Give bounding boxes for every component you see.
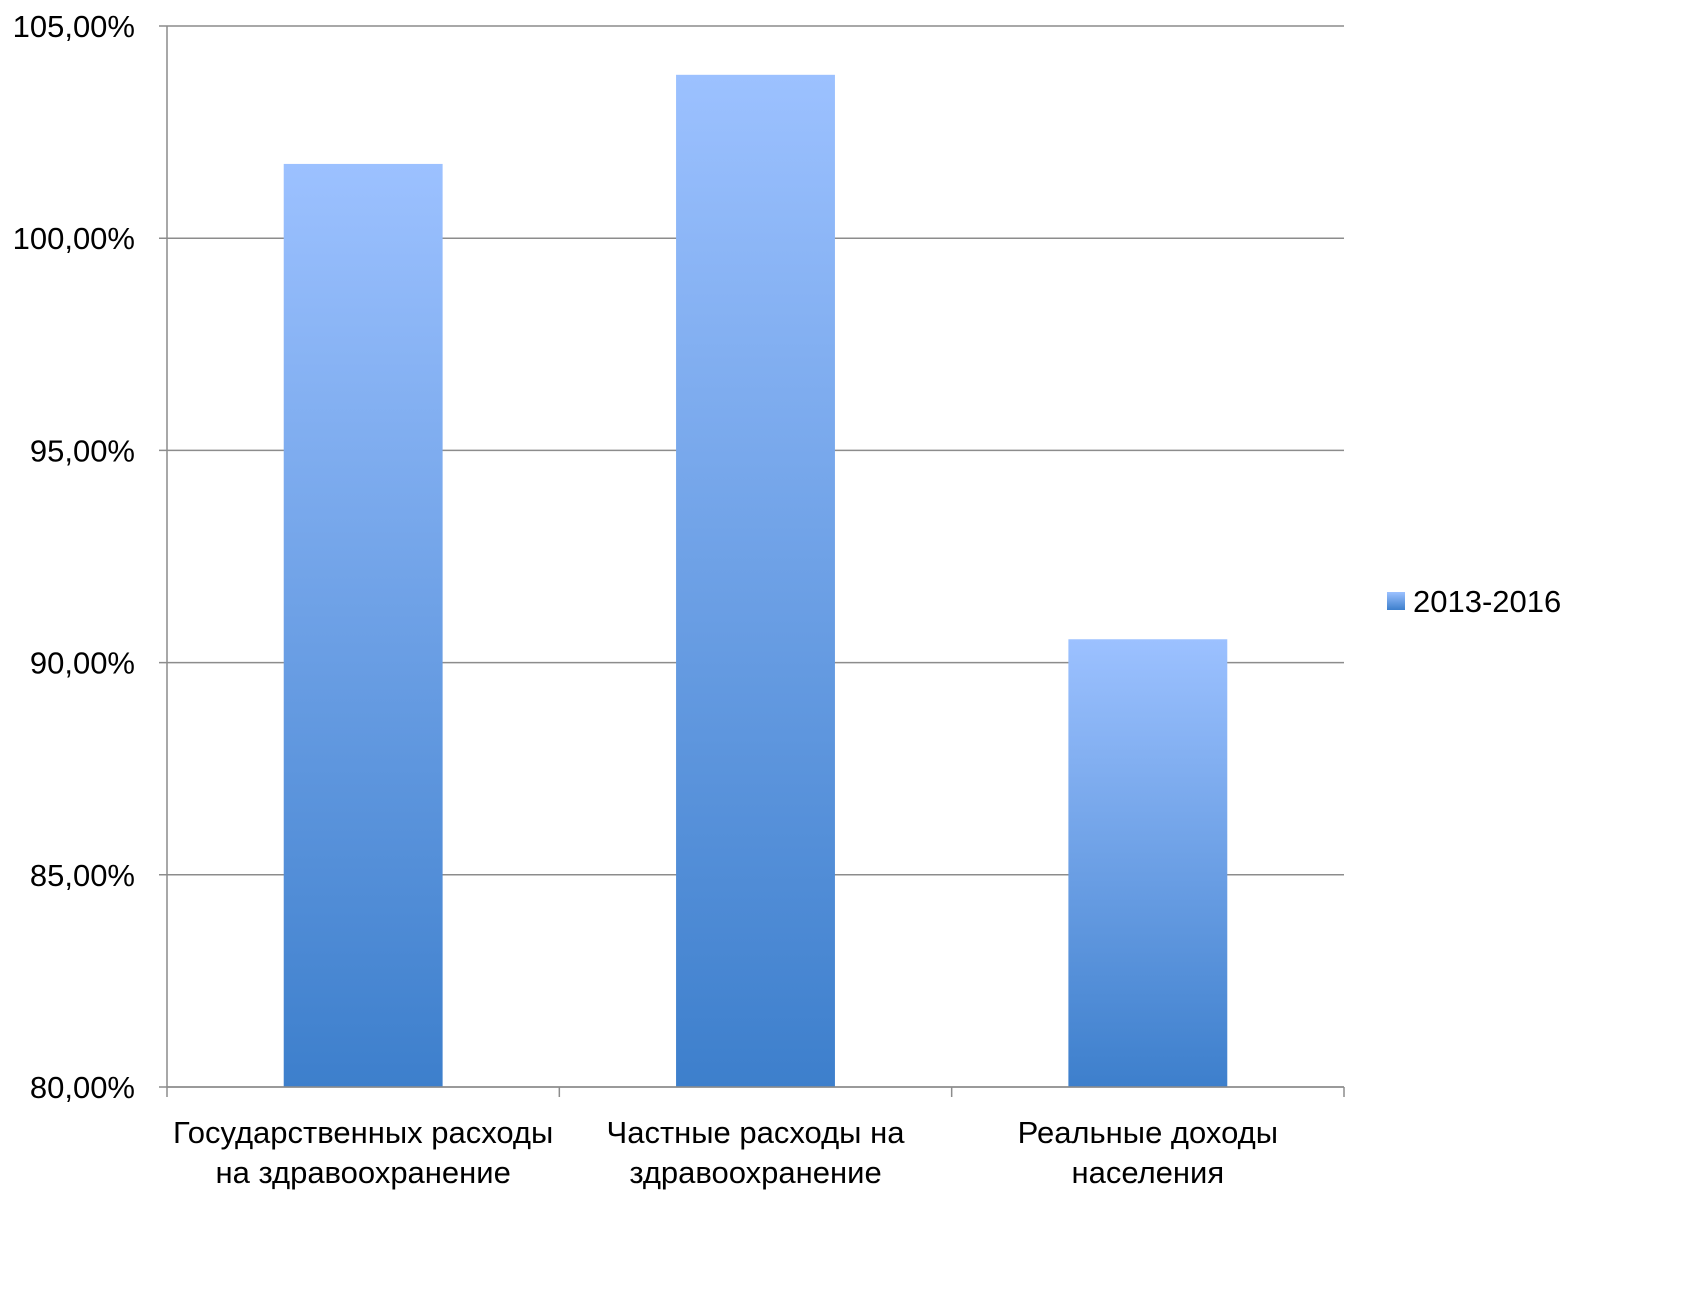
x-tick-labels: Государственных расходы на здравоохранени… xyxy=(173,1115,1278,1190)
x-tick-label: Реальные доходы населения xyxy=(1018,1115,1278,1190)
x-tick-label-line: Частные расходы на xyxy=(607,1115,906,1150)
y-tick-label: 95,00% xyxy=(30,433,135,468)
bar-3 xyxy=(1068,639,1228,1087)
y-tick-label: 90,00% xyxy=(30,646,135,681)
bars xyxy=(283,74,1228,1087)
y-tick-label: 85,00% xyxy=(30,858,135,893)
x-tick-label: Частные расходы на здравоохранение xyxy=(607,1115,906,1190)
x-tick-label-line: Государственных расходы xyxy=(173,1115,553,1150)
legend: 2013-2016 xyxy=(1387,584,1561,619)
x-tick-label-line: Реальные доходы xyxy=(1018,1115,1278,1150)
axes xyxy=(166,26,1345,1097)
x-tick-label-line: населения xyxy=(1072,1155,1225,1190)
y-tick-labels: 80,00% 85,00% 90,00% 95,00% 100,00% 105,00% xyxy=(13,9,135,1105)
x-tick-label-line: на здравоохранение xyxy=(215,1155,510,1190)
legend-swatch xyxy=(1387,592,1405,610)
bar-1 xyxy=(283,163,443,1087)
bar-2 xyxy=(676,74,835,1087)
y-tick-label: 100,00% xyxy=(13,221,135,256)
y-tick-label: 80,00% xyxy=(30,1070,135,1105)
x-tick-label: Государственных расходы на здравоохранени… xyxy=(173,1115,553,1190)
x-tick-label-line: здравоохранение xyxy=(629,1155,881,1190)
y-tick-label: 105,00% xyxy=(13,9,135,44)
legend-label: 2013-2016 xyxy=(1413,584,1561,619)
